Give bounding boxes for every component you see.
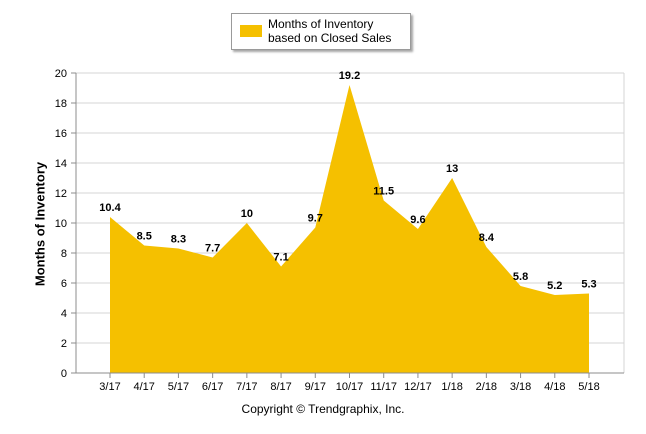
legend-swatch <box>240 25 262 37</box>
x-tick-label: 11/17 <box>370 381 397 393</box>
data-label: 8.3 <box>171 234 186 246</box>
x-tick-label: 2/18 <box>476 381 497 393</box>
y-tick-label: 20 <box>55 68 67 80</box>
series-area <box>110 85 589 373</box>
x-tick-label: 9/17 <box>305 381 326 393</box>
x-tick-label: 7/17 <box>236 381 257 393</box>
data-label: 5.8 <box>513 271 528 283</box>
data-labels: 10.4 8.5 8.3 7.7 10 7.1 9.7 19.2 11.5 9.6 13 8.4 5.8… <box>99 70 596 292</box>
x-tick-label: 1/18 <box>441 381 462 393</box>
data-label: 10 <box>241 208 253 220</box>
legend: Months of Inventory based on Closed Sale… <box>231 13 411 50</box>
data-label: 8.5 <box>137 231 152 243</box>
data-label: 9.7 <box>308 213 323 225</box>
data-label: 11.5 <box>373 186 394 198</box>
x-tick-label: 10/17 <box>336 381 364 393</box>
data-label: 10.4 <box>99 202 121 214</box>
x-tick-label: 4/17 <box>134 381 155 393</box>
data-label: 5.3 <box>581 279 596 291</box>
data-label: 19.2 <box>339 70 360 82</box>
data-label: 7.1 <box>273 252 288 264</box>
x-tick-label: 8/17 <box>270 381 291 393</box>
data-label: 8.4 <box>479 232 495 244</box>
series-area-fill <box>110 85 589 373</box>
copyright-footer: Copyright © Trendgraphix, Inc. <box>241 402 405 416</box>
x-axis-ticks: 3/17 4/17 5/17 6/17 7/17 8/17 9/17 10/17 11/17 12… <box>99 373 600 393</box>
data-label: 7.7 <box>205 243 220 255</box>
y-tick-label: 4 <box>61 308 67 320</box>
x-tick-label: 5/18 <box>578 381 599 393</box>
y-axis-title: Months of Inventory <box>32 161 48 287</box>
x-tick-label: 4/18 <box>544 381 565 393</box>
y-tick-label: 12 <box>55 188 67 200</box>
y-axis-ticks: 0 2 4 6 8 10 12 14 16 18 20 <box>55 68 76 380</box>
y-tick-label: 14 <box>55 158 67 170</box>
y-tick-label: 10 <box>55 218 67 230</box>
y-tick-label: 2 <box>61 338 67 350</box>
x-tick-label: 6/17 <box>202 381 223 393</box>
legend-label: Months of Inventory based on Closed Sale… <box>268 17 392 45</box>
data-label: 9.6 <box>410 214 425 226</box>
y-tick-label: 16 <box>55 128 67 140</box>
y-tick-label: 8 <box>61 248 67 260</box>
y-tick-label: 0 <box>61 368 67 380</box>
x-tick-label: 5/17 <box>168 381 189 393</box>
x-tick-label: 3/18 <box>510 381 531 393</box>
y-tick-label: 18 <box>55 98 67 110</box>
x-tick-label: 12/17 <box>404 381 432 393</box>
x-tick-label: 3/17 <box>99 381 120 393</box>
data-label: 13 <box>446 163 458 175</box>
y-tick-label: 6 <box>61 278 67 290</box>
data-label: 5.2 <box>547 280 562 292</box>
